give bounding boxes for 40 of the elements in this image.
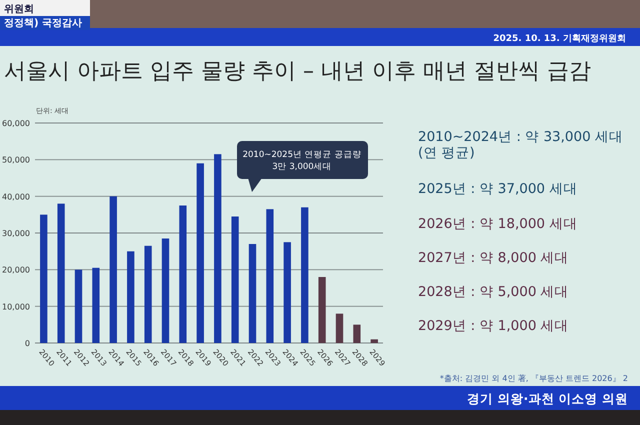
bar — [353, 324, 361, 343]
bar — [318, 277, 326, 343]
bar — [74, 270, 82, 343]
y-tick-label: 20,000 — [2, 266, 30, 275]
y-tick-label: 30,000 — [2, 229, 30, 238]
annotation: 2010~2025년 연평균 공급량 3만 3,000세대 — [242, 150, 362, 172]
bar — [370, 339, 378, 343]
text: 2025년 : 약 37,000 세대 — [418, 181, 578, 197]
bar — [57, 204, 65, 343]
bar — [196, 163, 204, 343]
bar — [179, 206, 187, 343]
text: 2027년 : 약 8,000 세대 — [418, 250, 569, 266]
bar — [301, 207, 308, 343]
y-tick-label: 10,000 — [2, 302, 30, 312]
text: 2010~2024년 : 약 33,000 세대 (연 평균) — [418, 129, 623, 161]
text: 2029년 : 약 1,000 세대 — [418, 318, 569, 334]
text: 2028년 : 약 5,000 세대 — [418, 284, 569, 300]
bar — [231, 216, 239, 343]
text: 2025. 10. 13. 기획재정위원회 — [493, 34, 626, 44]
bar — [127, 251, 134, 343]
text: 경기 의왕·과천 이소영 의원 — [467, 391, 628, 406]
bar — [92, 268, 100, 343]
text: 정정책) 국정감사 — [4, 18, 82, 29]
text: *출처: 김경민 외 4인 著, 『부동산 트렌드 2026』 2 — [440, 374, 628, 383]
bar — [248, 244, 256, 343]
chart-title: 서울시 아파트 입주 물량 추이 – 내년 이후 매년 절반씩 급감 — [4, 59, 591, 84]
text: 위원회 — [4, 4, 34, 15]
y-tick-label: 0 — [24, 339, 30, 348]
bar — [266, 209, 274, 343]
y-tick-label: 60,000 — [2, 119, 30, 128]
bar — [110, 196, 117, 343]
y-tick-label: 50,000 — [2, 156, 30, 165]
bar — [162, 238, 170, 343]
y-tick-label: 40,000 — [2, 192, 30, 202]
bar — [336, 314, 344, 343]
bar — [284, 242, 291, 343]
bar — [40, 214, 48, 343]
text: 2026년 : 약 18,000 세대 — [418, 216, 578, 232]
bar — [214, 154, 222, 343]
bar — [144, 246, 152, 343]
